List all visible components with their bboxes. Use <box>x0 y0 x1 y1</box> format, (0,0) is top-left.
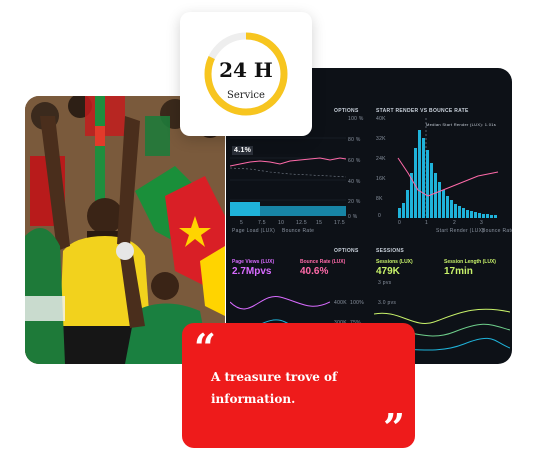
quote-card: “ A treasure trove of information. ” <box>182 323 415 448</box>
tr-x-tick: 3 <box>480 220 484 226</box>
tr-y-tick: 40K <box>376 116 386 122</box>
tr-y-tick: 0 <box>378 213 382 219</box>
mid-axis-pct: 100% <box>350 300 364 306</box>
tl-y-tick: 80 % <box>348 137 361 143</box>
page-load-percent: 4.1% <box>232 146 254 155</box>
open-quote-icon: “ <box>194 325 216 370</box>
metric-value-bounce: 40.6% <box>300 266 329 277</box>
tl-y-tick: 0 % <box>348 214 358 220</box>
tr-x-tick: 0 <box>398 220 402 226</box>
progress-ring <box>204 32 288 116</box>
tl-y-tick: 40 % <box>348 179 361 185</box>
tl-legend-page-load: Page Load (LUX) <box>232 228 276 234</box>
tl-y-tick: 60 % <box>348 158 361 164</box>
options-label-bottom[interactable]: OPTIONS <box>334 248 359 254</box>
tr-legend-bounce: Bounce Rate <box>482 228 512 234</box>
tr-legend-start-render: Start Render (LUX) <box>436 228 485 234</box>
tr-x-tick: 1 <box>425 220 429 226</box>
badge-hours: 24 H <box>219 58 273 82</box>
tr-y-tick: 8K <box>376 196 383 202</box>
tl-chart <box>230 137 346 216</box>
metric-value-session-length: 17min <box>444 266 473 277</box>
close-quote-icon: ” <box>383 405 405 450</box>
tl-x-tick: 12.5 <box>296 220 307 226</box>
metric-label-page-views: Page Views (LUX) <box>232 259 275 265</box>
tr-y-tick: 32K <box>376 136 386 142</box>
tl-y-tick: 20 % <box>348 199 361 205</box>
metric-label-bounce: Bounce Rate (LUX) <box>300 259 346 265</box>
metric-label-session-length: Session Length (LUX) <box>444 259 496 265</box>
sub-unit: 3 pvs <box>378 280 392 286</box>
tl-x-tick: 17.5 <box>334 220 345 226</box>
metric-value-sessions: 479K <box>376 266 400 277</box>
quote-text: A treasure trove of information. <box>211 370 338 406</box>
tl-x-tick: 5 <box>240 220 244 226</box>
metric-label-sessions: Sessions (LUX) <box>376 259 413 265</box>
options-label-top[interactable]: OPTIONS <box>334 108 359 114</box>
badge-caption: Service <box>227 90 265 101</box>
tl-x-tick: 10 <box>278 220 285 226</box>
metric-value-page-views: 2.7Mpvs <box>232 266 272 277</box>
tl-legend-bounce: Bounce Rate <box>282 228 315 234</box>
sub-unit: 3.0 pvs <box>378 300 397 306</box>
tl-y-tick: 100 % <box>348 116 364 122</box>
median-annotation: Median Start Render (LUX): 1.01s <box>426 122 497 127</box>
service-badge: 24 H Service <box>180 12 312 136</box>
tl-x-tick: 7.5 <box>258 220 266 226</box>
sessions-title: SESSIONS <box>376 248 404 254</box>
mid-axis-tick: 400K <box>334 300 347 306</box>
tl-x-tick: 15 <box>316 220 323 226</box>
tr-y-tick: 24K <box>376 156 386 162</box>
start-render-title: START RENDER VS BOUNCE RATE <box>376 108 469 114</box>
tr-histogram <box>397 118 499 218</box>
tr-y-tick: 16K <box>376 176 386 182</box>
tr-x-tick: 2 <box>453 220 457 226</box>
